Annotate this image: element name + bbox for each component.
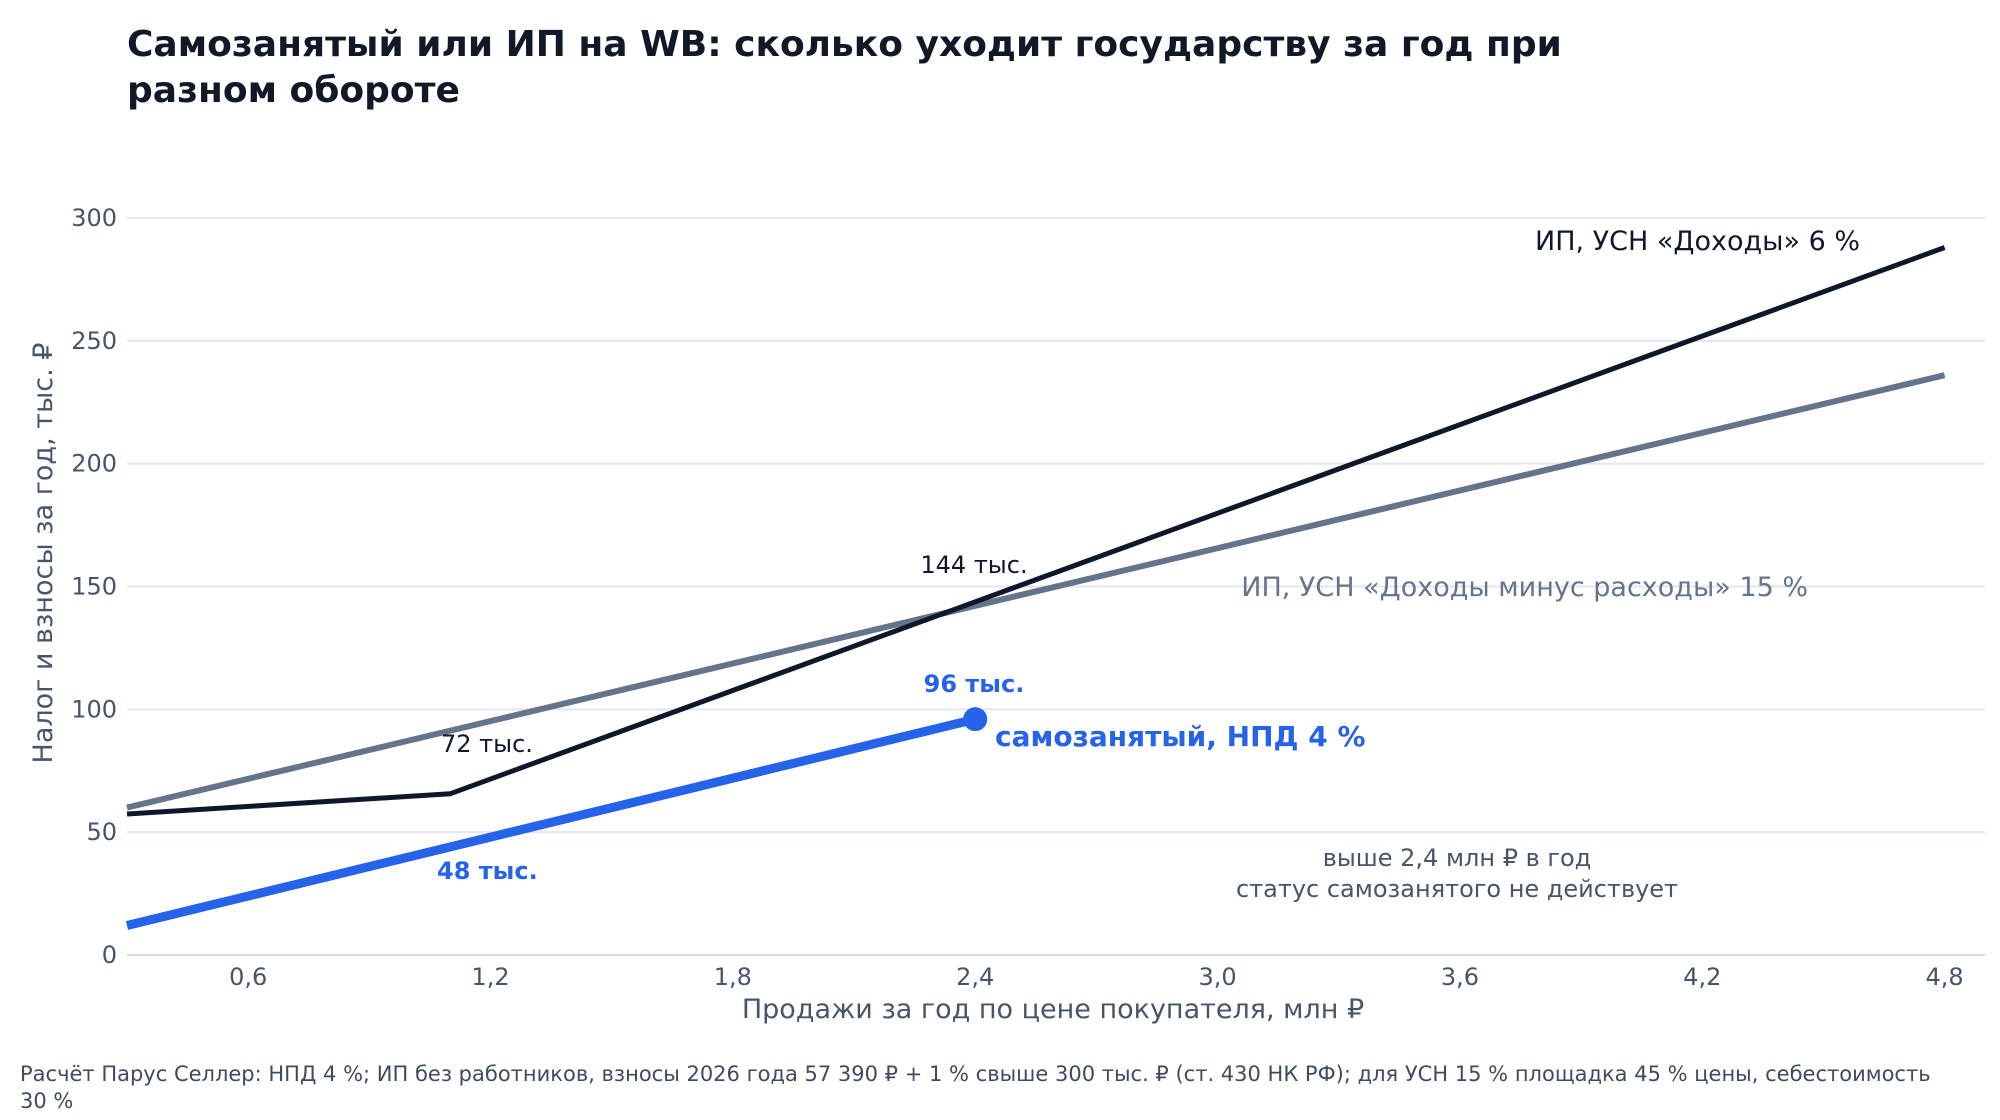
chart-footnote: Расчёт Парус Селлер: НПД 4 %; ИП без раб…: [20, 1062, 1931, 1113]
chart-title: Самозанятый или ИП на WB: сколько уходит…: [127, 24, 1562, 111]
y-tick-label: 100: [71, 695, 117, 723]
x-axis-label: Продажи за год по цене покупателя, млн ₽: [742, 994, 1364, 1025]
series-name-label: ИП, УСН «Доходы минус расходы» 15 %: [1241, 572, 1808, 603]
value-annotation: 96 тыс.: [924, 670, 1025, 698]
x-tick-label: 4,2: [1683, 963, 1721, 991]
x-tick-label: 3,6: [1441, 963, 1479, 991]
value-annotation: 48 тыс.: [437, 857, 538, 885]
y-tick-label: 0: [102, 941, 117, 969]
x-tick-label: 2,4: [956, 963, 994, 991]
grid-lines: [127, 217, 1985, 956]
series-name-label: самозанятый, НПД 4 %: [995, 720, 1366, 753]
value-annotation: 72 тыс.: [441, 730, 533, 758]
series-lines: [125, 245, 1946, 930]
x-tick-label: 3,0: [1198, 963, 1236, 991]
chart-labels: ИП, УСН «Доходы минус расходы» 15 % ИП, У…: [437, 226, 1860, 903]
series-line: [125, 714, 977, 930]
x-tick-label: 1,2: [471, 963, 509, 991]
series-line: [126, 245, 1946, 817]
series-name-label: ИП, УСН «Доходы» 6 %: [1535, 226, 1860, 257]
y-tick-label: 200: [71, 450, 117, 478]
y-tick-label: 50: [86, 818, 117, 846]
series-line: [126, 372, 1946, 811]
y-axis-label: Налог и взносы за год, тыс. ₽: [28, 343, 59, 764]
x-tick-label: 4,8: [1926, 963, 1964, 991]
value-annotation: 144 тыс.: [920, 551, 1027, 579]
x-tick-label: 1,8: [714, 963, 752, 991]
y-tick-label: 250: [71, 327, 117, 355]
y-tick-label: 150: [71, 573, 117, 601]
y-tick-label: 300: [71, 204, 117, 232]
limit-note-annotation: выше 2,4 млн ₽ в год статус самозанятого …: [1236, 844, 1678, 903]
series-end-marker: [963, 707, 988, 732]
x-tick-label: 0,6: [229, 963, 267, 991]
axes: 0 50 100 150 200 250 300 0,6 1,2 1,8 2,4 3,0 3,6 4,2 4…: [71, 204, 1964, 991]
